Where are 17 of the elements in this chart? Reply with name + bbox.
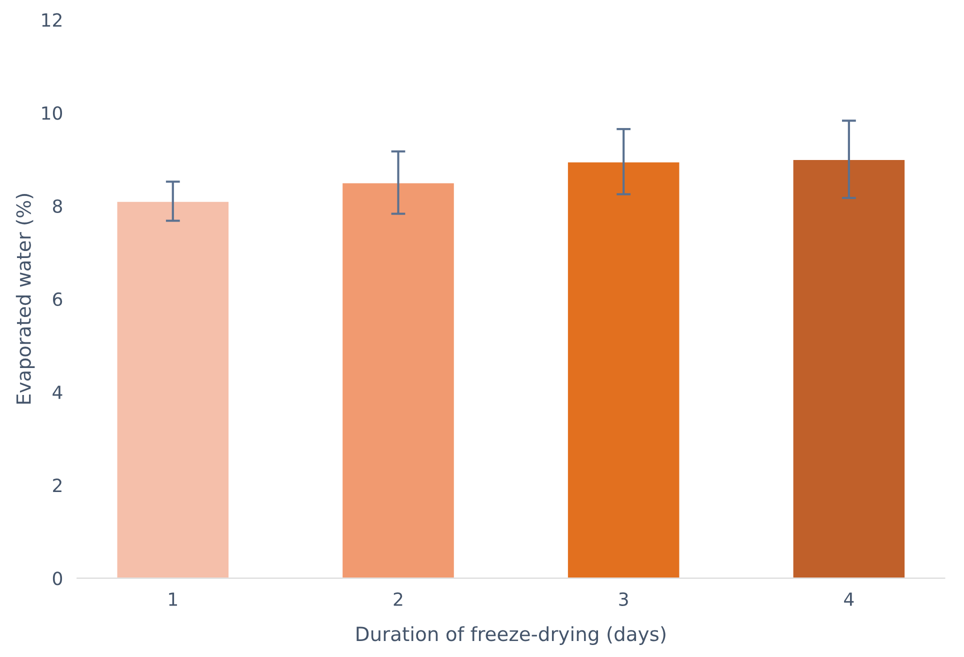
y-tick-label: 6 bbox=[53, 292, 62, 306]
y-tick-label: 8 bbox=[52, 199, 62, 213]
y-axis-title: Evaporated water (%) bbox=[16, 194, 35, 404]
x-tick-label: 3 bbox=[619, 592, 628, 606]
x-axis-title: Duration of freeze-drying (days) bbox=[356, 626, 666, 646]
y-tick-label: 4 bbox=[52, 386, 62, 399]
x-tick-label: 2 bbox=[394, 592, 402, 606]
bar bbox=[341, 182, 456, 578]
bar bbox=[792, 158, 906, 578]
y-tick-label: 12 bbox=[42, 13, 62, 27]
bar bbox=[116, 200, 230, 578]
y-tick-label: 10 bbox=[42, 106, 62, 120]
y-tick-label: 0 bbox=[52, 572, 62, 586]
x-tick-label: 1 bbox=[169, 592, 177, 606]
x-tick-label: 4 bbox=[844, 592, 854, 606]
bar bbox=[566, 160, 681, 578]
y-tick-label: 2 bbox=[53, 478, 62, 492]
